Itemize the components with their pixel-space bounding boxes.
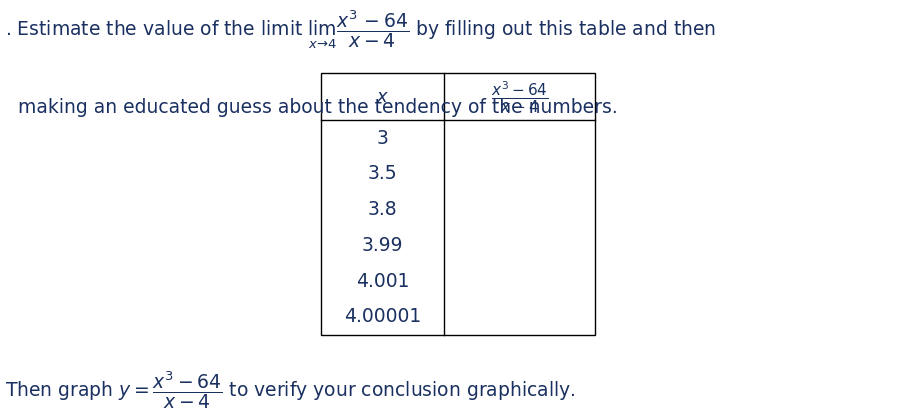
Text: . Estimate the value of the limit $\lim_{x\to4} \dfrac{x^3-64}{x-4}$ by filling : . Estimate the value of the limit $\lim_… [5,8,715,51]
Text: $x$: $x$ [376,88,389,106]
Text: $\dfrac{x^3-64}{x-4}$: $\dfrac{x^3-64}{x-4}$ [491,79,549,115]
Text: 3.99: 3.99 [362,236,403,255]
Text: 4.001: 4.001 [355,272,409,290]
Text: making an educated guess about the tendency of the numbers.: making an educated guess about the tende… [18,98,618,117]
Text: Then graph $y = \dfrac{x^3-64}{x-4}$ to verify your conclusion graphically.: Then graph $y = \dfrac{x^3-64}{x-4}$ to … [5,369,575,408]
Text: 4.00001: 4.00001 [344,307,421,326]
Text: 3.5: 3.5 [367,164,398,184]
Text: 3: 3 [376,129,388,148]
Text: 3.8: 3.8 [367,200,398,219]
